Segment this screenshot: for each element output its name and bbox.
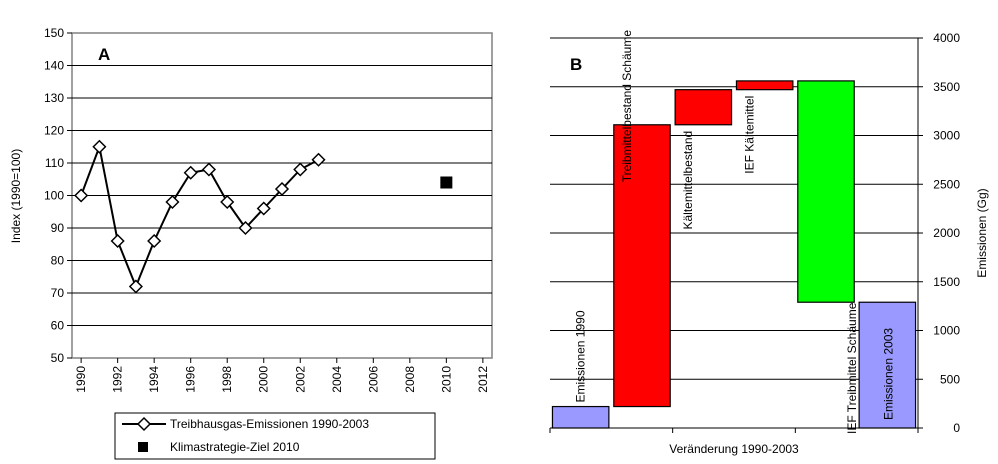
chart-b-y-tick-label: 3000: [933, 129, 960, 143]
chart-b: 0 500 1000 1500 2000 2500 3000 3500 4000 B Verän…: [549, 30, 989, 456]
chart-b-y-tick-label: 2500: [933, 177, 960, 191]
chart-b-y-ticks: 0 500 1000 1500 2000 2500 3000 3500 4000: [918, 31, 960, 435]
chart-b-y-tick-label: 3500: [933, 80, 960, 94]
data-point-emissions: [311, 152, 326, 167]
bar-label: Kältemittelbestand: [681, 131, 695, 230]
chart-b-y-tick-label: 0: [953, 421, 960, 435]
chart-a-y-tick-label: 100: [44, 189, 64, 203]
chart-a-y-axis-label: Index (1990=100): [9, 149, 23, 243]
chart-a-x-tick-label: 2010: [439, 366, 453, 393]
chart-a-y-tick-label: 150: [44, 26, 64, 40]
chart-a-y-tick-label: 60: [51, 319, 65, 333]
chart-a-y-tick-label: 130: [44, 91, 64, 105]
chart-b-y-tick-label: 1000: [933, 324, 960, 338]
chart-a-x-tick-label: 2012: [476, 366, 490, 393]
chart-a-x-tick-label: 1998: [220, 366, 234, 393]
chart-a-x-tick-label: 2004: [330, 366, 344, 393]
chart-a-x-tick-label: 1992: [111, 366, 125, 393]
chart-b-y-tick-label: 500: [940, 372, 960, 386]
chart-b-y-tick-label: 4000: [933, 31, 960, 45]
legend-diamond-marker: [136, 416, 152, 432]
waterfall-bar: [674, 89, 733, 126]
chart-a-y-tick-label: 120: [44, 124, 64, 138]
chart-b-bars: [551, 80, 917, 429]
legend-entry-emissions: Treibhausgas-Emissionen 1990-2003: [170, 417, 369, 431]
legend-square-marker: [138, 442, 148, 452]
legend-entry-target: Klimastrategie-Ziel 2010: [170, 440, 300, 454]
chart-a-panel-label: A: [98, 45, 110, 64]
data-point-emissions: [110, 233, 125, 249]
chart-b-gridlines: [550, 37, 918, 380]
data-point-emissions: [74, 188, 89, 203]
chart-b-y-tick-label: 2000: [933, 226, 960, 240]
chart-a-x-tick-label: 2002: [293, 366, 307, 393]
chart-b-y-axis-label: Emissionen (Gg): [975, 188, 989, 277]
data-point-emissions: [183, 165, 198, 180]
bar-label: Treibmittelbestand Schäume: [620, 30, 634, 183]
chart-a-x-tick-label: 2006: [366, 366, 380, 393]
waterfall-bar: [551, 405, 610, 429]
chart-b-y-tick-label: 1500: [933, 275, 960, 289]
waterfall-bar: [797, 80, 855, 303]
bar-label: IEF Kältemittel: [742, 96, 756, 174]
chart-a-x-ticks: 1990 1992 1994 1996 1998 2000 2002 2004 2006 2008…: [74, 358, 490, 393]
chart-a-y-tick-label: 70: [51, 286, 65, 300]
bar-label: Emissionen 2003: [881, 328, 895, 420]
chart-a-x-tick-label: 2008: [403, 366, 417, 393]
chart-a-legend: Treibhausgas-Emissionen 1990-2003 Klimas…: [114, 412, 436, 460]
chart-a-y-tick-label: 50: [51, 351, 65, 365]
waterfall-bar: [858, 301, 917, 429]
chart-a-x-tick-label: 2000: [257, 366, 271, 393]
chart-a-series: [74, 139, 453, 294]
data-point-emissions: [128, 279, 143, 294]
chart-b-x-axis-label: Veränderung 1990-2003: [669, 442, 799, 456]
chart-a-y-tick-label: 80: [51, 254, 65, 268]
data-point-emissions: [274, 181, 290, 197]
chart-a-x-tick-label: 1990: [74, 366, 88, 393]
chart-a-x-tick-label: 1996: [184, 366, 198, 393]
chart-a-y-tick-label: 140: [44, 59, 64, 73]
chart-b-x-ticks: [549, 428, 919, 433]
data-point-emissions: [256, 201, 271, 216]
legend-box: [114, 412, 436, 460]
chart-a-y-tick-label: 110: [45, 156, 64, 170]
chart-a-gridlines: [72, 65, 492, 326]
data-point-emissions: [293, 162, 308, 177]
waterfall-bar: [735, 80, 794, 91]
data-point-target: [440, 176, 453, 189]
chart-a-y-tick-label: 90: [51, 221, 65, 235]
chart-b-bar-labels: Emissionen 1990 Treibmittelbestand Schäum…: [574, 30, 896, 434]
waterfall-bar: [613, 124, 671, 408]
data-point-emissions: [165, 194, 180, 210]
chart-a-y-ticks: 50 60 70 80 90 100 110 120 130 140 150: [44, 26, 72, 365]
data-point-emissions: [147, 233, 162, 249]
bar-label: IEF Treibmittel Schäume: [845, 302, 859, 434]
data-point-emissions: [238, 220, 253, 236]
chart-b-panel-label: B: [570, 55, 582, 74]
bar-label: Emissionen 1990: [574, 310, 588, 402]
data-point-emissions: [92, 139, 107, 154]
data-point-emissions: [201, 162, 217, 177]
chart-a-x-tick-label: 1994: [147, 366, 161, 393]
data-point-emissions: [220, 194, 235, 210]
